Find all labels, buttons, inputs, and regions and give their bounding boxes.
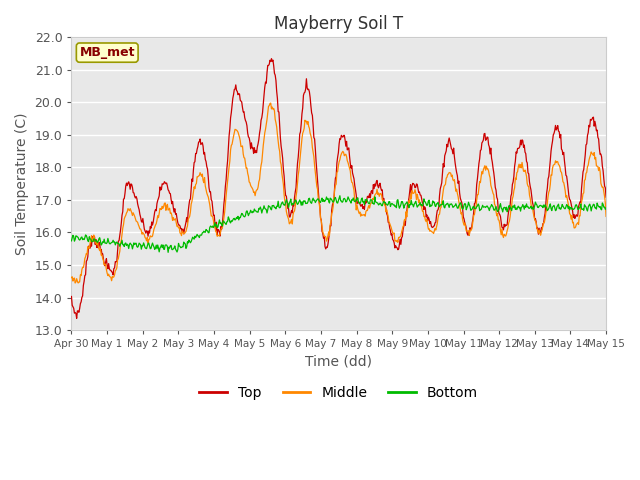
Legend: Top, Middle, Bottom: Top, Middle, Bottom (194, 380, 484, 405)
Title: Mayberry Soil T: Mayberry Soil T (274, 15, 403, 33)
Text: MB_met: MB_met (79, 46, 135, 59)
Y-axis label: Soil Temperature (C): Soil Temperature (C) (15, 112, 29, 255)
X-axis label: Time (dd): Time (dd) (305, 355, 372, 369)
